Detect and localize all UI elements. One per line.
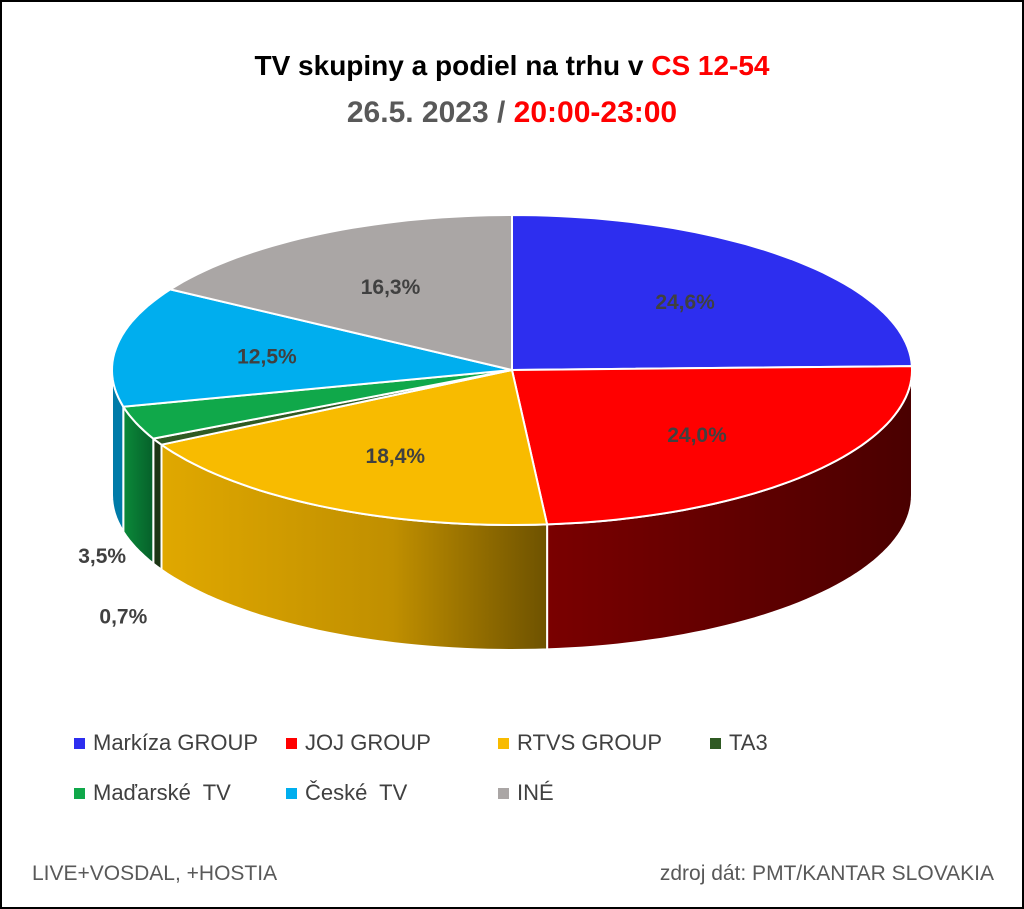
legend-label-ceske: České TV [305,780,408,805]
legend-swatch-ceske [286,787,297,799]
legend-label-madarske: Maďarské TV [93,780,231,805]
legend-item-ceske: České TV [286,780,407,806]
data-label-markiza: 24,6% [655,291,715,314]
pie-slice-joj [511,365,913,526]
legend-label-rtvs: RTVS GROUP [517,730,663,755]
data-label-madarske: 3,5% [78,545,126,568]
legend-swatch-ine [498,787,509,799]
legend-label-markiza: Markíza GROUP [93,730,259,755]
footer-source: zdroj dát: PMT/KANTAR SLOVAKIA [659,862,994,885]
legend-label-joj: JOJ GROUP [305,730,431,755]
legend-swatch-ta3 [710,737,721,749]
data-label-ta3: 0,7% [99,606,147,629]
legend-label-ine: INÉ [517,780,554,805]
pie-side-ta3 [152,436,163,572]
legend-item-ine: INÉ [498,780,554,806]
data-label-ine: 16,3% [361,276,421,299]
legend-item-markiza: Markíza GROUP [74,730,258,756]
legend-item-ta3: TA3 [710,730,768,756]
legend-swatch-rtvs [498,737,509,749]
data-label-joj: 24,0% [667,424,727,447]
title-main: TV skupiny a podiel na trhu v [254,50,652,81]
pie-slice-markiza [511,214,913,371]
chart-title-line1: TV skupiny a podiel na trhu v CS 12-54 [0,50,1024,82]
footer-note: LIVE+VOSDAL, +HOSTIA [32,862,278,885]
data-label-ceske: 12,5% [237,345,297,368]
legend-swatch-madarske [74,787,85,799]
legend-item-joj: JOJ GROUP [286,730,431,756]
title-accent: CS 12-54 [651,50,770,81]
legend: Markíza GROUP JOJ GROUP RTVS GROUP TA3 M… [74,730,974,830]
pie-slice-madarske [122,369,513,440]
subtitle-date: 26.5. 2023 / [346,96,514,129]
legend-label-ta3: TA3 [729,730,768,755]
legend-swatch-joj [286,737,297,749]
pie-slice-ine [169,214,513,371]
subtitle-time: 20:00-23:00 [513,96,678,129]
data-label-rtvs: 18,4% [366,445,426,468]
pie-slice-ceske [111,288,513,408]
chart-title-line2: 26.5. 2023 / 20:00-23:00 [0,96,1024,130]
legend-item-madarske: Maďarské TV [74,780,231,806]
legend-swatch-markiza [74,737,85,749]
legend-item-rtvs: RTVS GROUP [498,730,662,756]
pie-slice-rtvs [160,369,549,526]
